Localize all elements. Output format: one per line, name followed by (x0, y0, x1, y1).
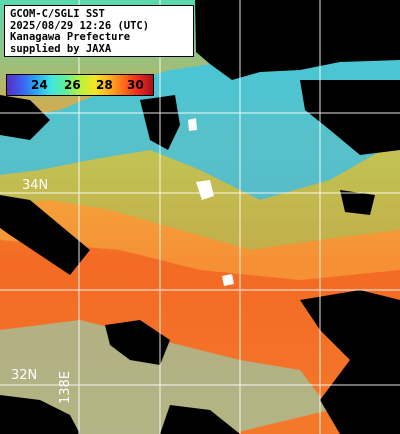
cloud-west (0, 195, 90, 275)
colorbar-tick-26: 26 (64, 78, 81, 92)
supplier-credit: supplied by JAXA (10, 42, 112, 55)
colorbar-tick-28: 28 (96, 78, 113, 92)
product-name: GCOM-C/SGLI SST (10, 8, 105, 20)
colorbar-tick-30: 30 (127, 78, 144, 92)
island-small (222, 274, 234, 286)
info-box: GCOM-C/SGLI SST 2025/08/29 12:26 (UTC) K… (4, 5, 194, 57)
colorbar-gradient (7, 75, 153, 95)
cloud-bottom-left (0, 395, 80, 434)
island-coast (188, 118, 197, 131)
south-cool-water (0, 320, 330, 434)
land-west (0, 95, 50, 140)
cloud-bottom-mid (160, 405, 240, 434)
cloud-southeast (300, 290, 400, 434)
cloud-east (340, 190, 375, 215)
cloud-southwest (105, 320, 170, 365)
mid-water (0, 140, 400, 250)
latitude-label-32n: 32N (11, 368, 38, 383)
land-northeast (300, 80, 400, 155)
region-name: Kanagawa Prefecture (10, 31, 131, 43)
island-oshima (196, 180, 214, 200)
longitude-label-138e: 138E (58, 370, 73, 404)
sst-colorbar: 24 26 28 30 (6, 74, 154, 96)
colorbar-tick-24: 24 (31, 78, 48, 92)
latitude-label-34n: 34N (22, 178, 49, 193)
land-north (195, 0, 400, 80)
observation-time: 2025/08/29 12:26 (UTC) (10, 19, 150, 32)
mid-water-warm (0, 200, 400, 280)
